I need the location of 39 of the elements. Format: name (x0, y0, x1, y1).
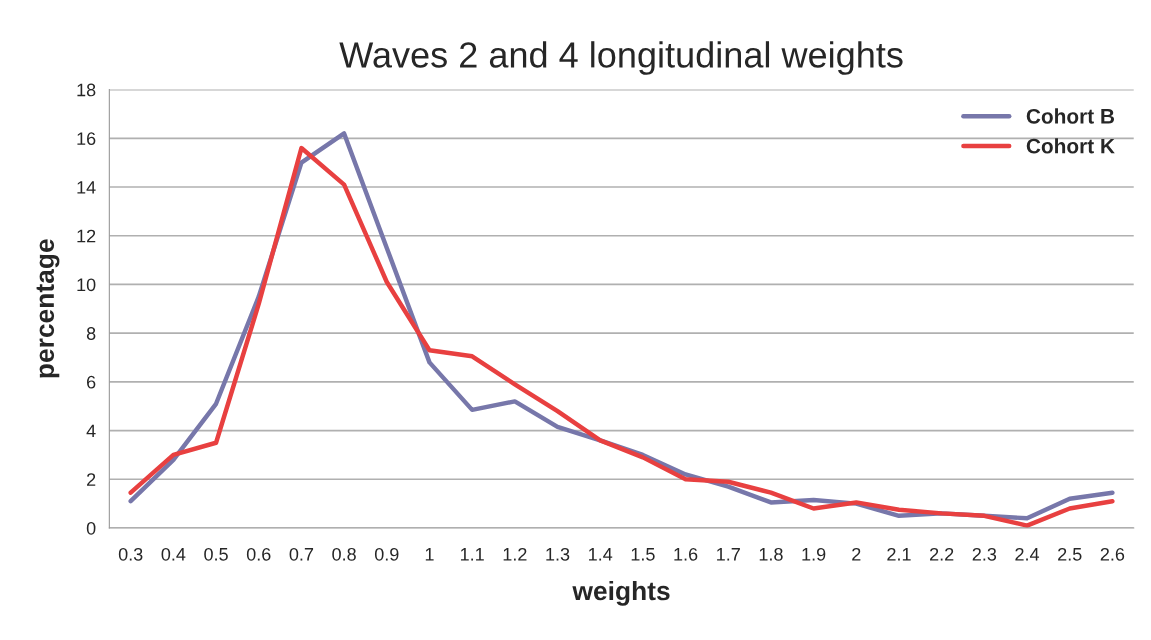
x-tick-label: 0.9 (374, 547, 399, 561)
y-axis-title: percentage (36, 239, 60, 378)
x-tick-label: 1.8 (759, 547, 783, 561)
y-tick-label: 6 (87, 375, 96, 389)
x-tick-label: 1.1 (460, 548, 484, 561)
x-tick-label: 2.1 (887, 547, 911, 561)
legend-label: Cohort K (1026, 138, 1115, 154)
legend-label: Cohort B (1026, 108, 1115, 124)
x-tick-label: 0.3 (118, 547, 143, 561)
x-tick-label: 1.3 (546, 547, 570, 561)
y-tick-label: 12 (77, 229, 96, 243)
x-tick-label: 2 (852, 547, 861, 561)
x-tick-label: 0.4 (161, 547, 186, 561)
y-tick-label: 2 (87, 473, 96, 486)
x-tick-label: 0.5 (204, 547, 228, 561)
x-axis-title: weights (572, 580, 670, 606)
x-tick-label: 0.6 (246, 547, 271, 561)
x-tick-label: 1.4 (589, 548, 613, 561)
x-tick-label: 1.7 (717, 548, 740, 561)
x-tick-label: 2.5 (1058, 547, 1082, 561)
x-tick-label: 2.6 (1100, 547, 1125, 561)
y-tick-label: 8 (86, 327, 96, 340)
y-tick-label: 16 (77, 132, 96, 146)
y-tick-label: 0 (86, 521, 96, 535)
y-tick-label: 18 (77, 83, 96, 97)
y-tick-label: 10 (77, 278, 96, 292)
x-tick-label: 1.2 (503, 547, 527, 561)
x-tick-label: 2.4 (1015, 547, 1040, 561)
y-tick-label: 4 (86, 424, 96, 438)
x-tick-label: 0.7 (289, 547, 314, 561)
x-tick-label: 1.9 (802, 547, 826, 561)
x-tick-label: 0.8 (332, 547, 356, 561)
x-tick-label: 2.3 (972, 547, 997, 561)
x-tick-label: 1.5 (631, 548, 655, 561)
chart-title: Waves 2 and 4 longitudinal weights (339, 41, 903, 75)
x-tick-label: 1.6 (674, 547, 698, 561)
x-tick-label: 2.2 (930, 547, 954, 561)
x-tick-label: 1 (425, 548, 434, 561)
y-tick-label: 14 (77, 181, 96, 194)
